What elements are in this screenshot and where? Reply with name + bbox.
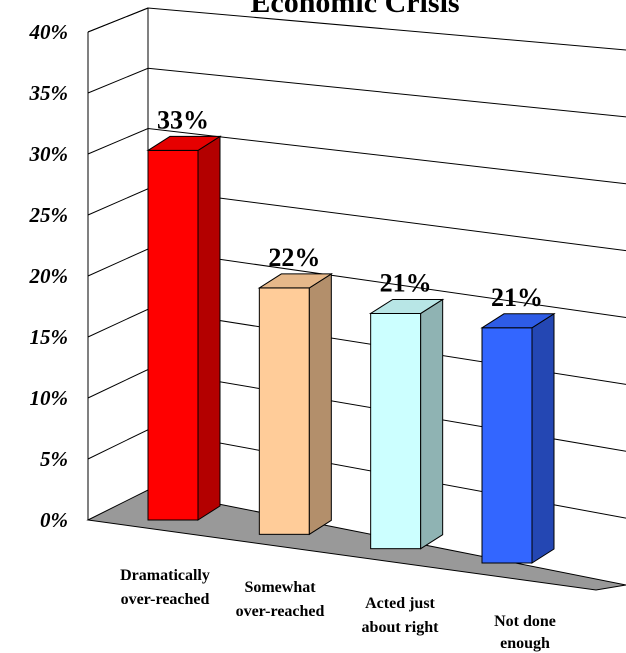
data-labels: 33% 22% 21% 21% (157, 105, 543, 311)
chart-title: Economic Crisis (250, 0, 459, 19)
bar (146, 135, 222, 521)
bar-side (197, 135, 221, 521)
bars (146, 135, 556, 564)
bar-side (531, 312, 555, 564)
y-tick-label: 15% (30, 325, 69, 349)
category-labels: Dramatically over-reached Somewhat over-rea… (120, 567, 556, 652)
category-label: Not done (494, 613, 556, 630)
bar (257, 273, 334, 536)
bar-front (147, 149, 199, 521)
bar-front (258, 287, 310, 535)
bar (368, 298, 445, 550)
y-tick-label: 20% (29, 264, 69, 288)
bar-top (257, 273, 334, 289)
data-label: 33% (157, 105, 209, 134)
y-tick-labels: 0% 5% 10% 15% 20% 25% 30% 35% 40% (29, 20, 69, 532)
floor-plane (86, 489, 626, 591)
y-tick-label: 5% (40, 447, 68, 471)
y-tick-label: 30% (29, 142, 69, 166)
data-label: 21% (380, 268, 432, 297)
category-label: Dramatically (120, 567, 210, 584)
gridline (87, 7, 626, 51)
gridline (87, 67, 626, 118)
bar-top (368, 298, 445, 314)
bar-side (308, 273, 332, 536)
chart-floor (86, 489, 626, 591)
bar-top (480, 313, 556, 329)
y-tick-label: 40% (29, 20, 69, 44)
y-tick-label: 10% (30, 386, 69, 410)
y-tick-label: 35% (29, 81, 69, 105)
gridline (87, 127, 626, 185)
y-tick-label: 0% (40, 508, 68, 532)
category-label: over-reached (121, 591, 210, 608)
data-label: 21% (491, 283, 543, 312)
y-tick-label: 25% (29, 203, 69, 227)
category-label: about right (362, 619, 440, 636)
category-label: Somewhat (244, 579, 316, 596)
bar-side (420, 298, 444, 550)
bar-front (481, 327, 533, 564)
data-label: 22% (268, 243, 320, 272)
bar-front (370, 312, 422, 550)
category-label: Acted just (365, 595, 435, 612)
category-label: over-reached (236, 603, 325, 620)
bar-top (146, 135, 222, 151)
bar (480, 312, 556, 564)
category-label: enough (500, 635, 550, 652)
chart-walls (87, 7, 149, 520)
